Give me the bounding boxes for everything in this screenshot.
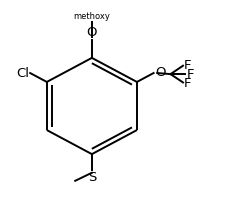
Text: methoxy: methoxy (74, 12, 110, 21)
Text: S: S (88, 171, 96, 184)
Text: F: F (186, 68, 194, 81)
Text: Cl: Cl (16, 67, 29, 80)
Text: F: F (184, 77, 192, 90)
Text: O: O (155, 66, 166, 79)
Text: F: F (184, 59, 192, 72)
Text: O: O (87, 26, 97, 39)
